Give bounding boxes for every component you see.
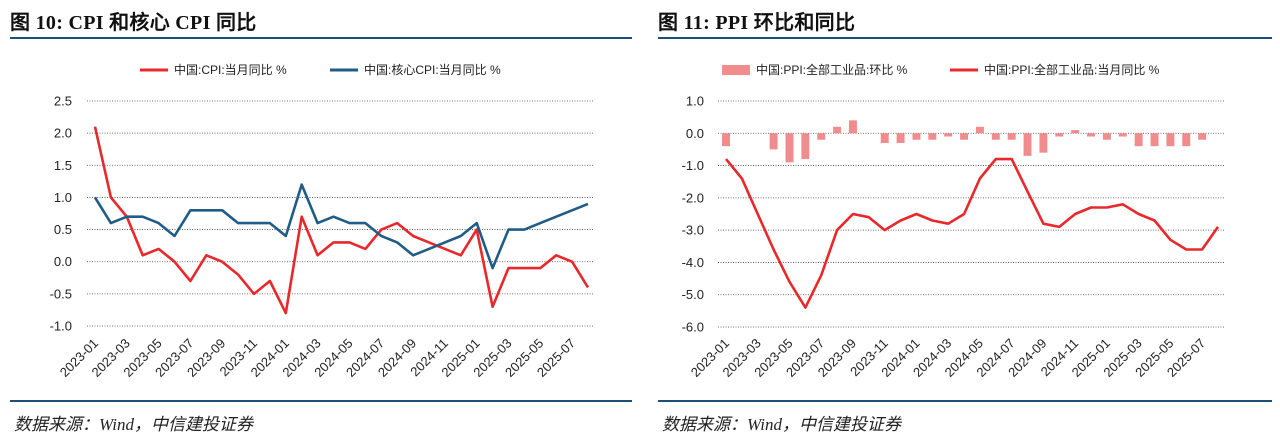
- bar: [1087, 133, 1095, 137]
- bar: [1118, 133, 1127, 137]
- y-tick-label: -2.0: [682, 190, 704, 205]
- y-tick-label: -3.0: [682, 223, 704, 238]
- bar: [1134, 133, 1143, 147]
- bar: [1023, 133, 1032, 156]
- bar: [722, 133, 730, 147]
- bar: [896, 133, 905, 143]
- legend-label-1: 中国:PPI:全部工业品:当月同比 %: [984, 62, 1160, 77]
- top-rule: [10, 37, 632, 39]
- bar: [833, 126, 842, 134]
- ppi-chart: 中国:PPI:全部工业品:环比 % 中国:PPI:全部工业品:当月同比 % -6.0…: [682, 62, 1224, 380]
- cpi-chart: 中国:CPI:当月同比 % 中国:核心CPI:当月同比 % -1.0 -0.5 0.0 0…: [50, 62, 594, 380]
- bar: [912, 133, 921, 140]
- bar: [1166, 133, 1175, 147]
- y-tick-label: 1.0: [54, 190, 72, 205]
- chart-title-cpi: 图 10: CPI 和核心 CPI 同比: [10, 12, 257, 34]
- legend-label-0: 中国:PPI:全部工业品:环比 %: [756, 62, 908, 77]
- bar: [944, 133, 953, 137]
- y-tick-label: -6.0: [682, 320, 704, 335]
- y-tick-label: -1.0: [50, 319, 72, 334]
- bottom-rule: [658, 400, 1272, 402]
- bar: [801, 133, 810, 160]
- series-line-0: [93, 126, 590, 315]
- y-tick-label: 2.5: [54, 94, 72, 109]
- bar: [1039, 133, 1048, 153]
- cpi-panel: 图 10: CPI 和核心 CPI 同比 中国:CPI:当月同比 % 中国:核心C…: [10, 12, 632, 434]
- y-tick-label: -4.0: [682, 255, 704, 270]
- source-note-ppi: 数据来源：Wind，中信建投证券: [662, 415, 901, 434]
- source-note-cpi: 数据来源：Wind，中信建投证券: [14, 415, 253, 434]
- y-tick-label: 2.0: [54, 126, 72, 141]
- series-line-1: [93, 183, 589, 270]
- series-line-0: [724, 157, 1220, 309]
- y-tick-label: 1.0: [686, 94, 704, 109]
- y-tick-label: 1.5: [54, 158, 72, 173]
- y-tick-label: -5.0: [682, 287, 704, 302]
- bar: [1150, 133, 1159, 147]
- ppi-panel: 图 11: PPI 环比和同比 中国:PPI:全部工业品:环比 % 中国:PPI:…: [648, 0, 1280, 440]
- bar: [849, 120, 857, 134]
- bar: [1071, 130, 1080, 134]
- top-rule: [658, 37, 1272, 39]
- y-tick-label: -1.0: [682, 158, 704, 173]
- bar: [785, 133, 794, 163]
- bar: [1055, 133, 1064, 137]
- y-tick-label: 0.0: [686, 126, 704, 141]
- bar: [817, 133, 826, 140]
- bar: [769, 133, 778, 150]
- bar: [1102, 133, 1111, 140]
- legend-label-1: 中国:核心CPI:当月同比 %: [364, 62, 501, 77]
- y-tick-label: 0.5: [54, 222, 72, 237]
- bar: [1198, 133, 1207, 140]
- bar: [1182, 133, 1191, 147]
- bar: [975, 126, 984, 134]
- bottom-rule: [10, 400, 632, 402]
- legend-label-0: 中国:CPI:当月同比 %: [174, 62, 287, 77]
- bar: [880, 133, 889, 143]
- y-tick-label: 0.0: [54, 254, 72, 269]
- bar: [1007, 133, 1016, 140]
- legend-swatch-0: [722, 65, 750, 75]
- bar: [960, 133, 969, 140]
- bar: [991, 133, 1000, 140]
- chart-title-ppi: 图 11: PPI 环比和同比: [658, 12, 856, 34]
- bar: [928, 133, 937, 140]
- y-tick-label: -0.5: [50, 286, 72, 301]
